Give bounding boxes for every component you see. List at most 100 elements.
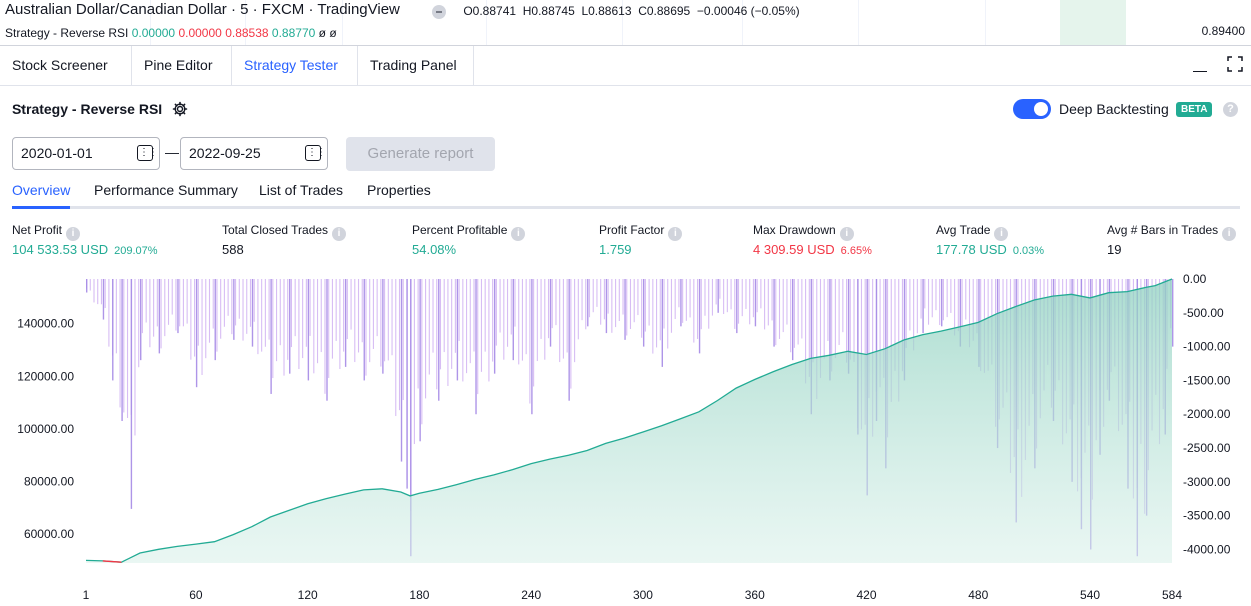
drawdown-bar bbox=[618, 279, 620, 321]
drawdown-bar bbox=[540, 279, 542, 339]
drawdown-bar bbox=[344, 279, 347, 367]
drawdown-bar bbox=[328, 279, 330, 378]
tab-performance-summary[interactable]: Performance Summary bbox=[94, 182, 238, 198]
tab-overview[interactable]: Overview bbox=[12, 182, 71, 198]
info-icon[interactable]: i bbox=[332, 227, 347, 241]
x-tick-label: 240 bbox=[521, 588, 541, 602]
info-icon[interactable]: i bbox=[511, 227, 526, 241]
drawdown-bar bbox=[350, 279, 352, 330]
drawdown-bar bbox=[313, 279, 315, 374]
maximize-icon[interactable] bbox=[1227, 56, 1243, 72]
drawdown-bar bbox=[931, 279, 933, 318]
drawdown-bar bbox=[745, 279, 747, 309]
ohlc-close: C0.88695 bbox=[638, 4, 691, 18]
deep-backtesting-label: Deep Backtesting bbox=[1059, 101, 1169, 117]
drawdown-bar bbox=[140, 279, 142, 361]
metric-max-drawdown: 4 309.59 USD 6.65% bbox=[753, 242, 872, 257]
left-axis: 140000.00 120000.00 100000.00 80000.00 60000… bbox=[17, 317, 74, 541]
drawdown-bar bbox=[104, 279, 106, 309]
y-tick-label: -2000.00 bbox=[1183, 407, 1231, 421]
y-tick-label: 60000.00 bbox=[24, 527, 74, 541]
generate-report-button[interactable]: Generate report bbox=[346, 137, 495, 171]
drawdown-bar bbox=[454, 279, 456, 353]
drawdown-bar bbox=[827, 279, 829, 341]
tab-properties[interactable]: Properties bbox=[367, 182, 431, 198]
minimize-icon[interactable] bbox=[1192, 61, 1207, 72]
info-icon[interactable]: i bbox=[66, 227, 81, 241]
y-tick-label: -3000.00 bbox=[1183, 475, 1231, 489]
drawdown-bar bbox=[903, 279, 906, 381]
gear-icon[interactable] bbox=[172, 101, 188, 122]
drawdown-bar bbox=[406, 279, 408, 489]
drawdown-bar bbox=[641, 279, 643, 338]
drawdown-bar bbox=[574, 279, 576, 363]
drawdown-bar bbox=[123, 279, 125, 413]
drawdown-bar bbox=[810, 279, 813, 415]
metric-net-profit: 104 533.53 USD 209.07% bbox=[12, 242, 158, 257]
end-date-input[interactable]: 2022-09-25 bbox=[180, 137, 328, 170]
drawdown-bar bbox=[773, 279, 775, 347]
drawdown-bar bbox=[629, 279, 632, 330]
calendar-icon[interactable] bbox=[305, 137, 325, 168]
metric-label: Total Closed Trades i bbox=[222, 223, 347, 241]
drawdown-bar bbox=[214, 279, 216, 361]
drawdown-bar bbox=[786, 279, 788, 325]
drawdown-bar bbox=[529, 279, 531, 404]
x-tick-label: 120 bbox=[298, 588, 318, 602]
drawdown-bar bbox=[946, 279, 948, 318]
drawdown-bar bbox=[756, 279, 758, 313]
drawdown-bar bbox=[652, 279, 654, 354]
tab-label: Strategy Tester bbox=[244, 57, 338, 73]
tab-stock-screener[interactable]: Stock Screener ⌄ bbox=[0, 46, 132, 112]
drawdown-bar bbox=[644, 279, 646, 332]
info-icon[interactable]: i bbox=[1222, 227, 1237, 241]
drawdown-bar bbox=[547, 279, 550, 339]
drawdown-bar bbox=[954, 279, 956, 336]
drawdown-bar bbox=[805, 279, 807, 384]
drawdown-bar bbox=[849, 279, 851, 360]
grid-line bbox=[742, 0, 743, 45]
drawdown-bar bbox=[622, 279, 624, 315]
x-tick-label: 480 bbox=[968, 588, 988, 602]
help-icon[interactable]: ? bbox=[1223, 102, 1238, 117]
info-icon[interactable]: i bbox=[994, 227, 1009, 241]
drawdown-bar bbox=[898, 279, 900, 402]
drawdown-bar bbox=[514, 279, 516, 327]
calendar-icon[interactable] bbox=[137, 137, 157, 168]
drawdown-bar bbox=[283, 279, 285, 376]
tab-pine-editor[interactable]: Pine Editor bbox=[132, 46, 232, 85]
tab-trading-panel[interactable]: Trading Panel bbox=[358, 46, 474, 85]
drawdown-bar bbox=[696, 279, 699, 339]
drawdown-bar bbox=[138, 279, 140, 368]
strategy-legend[interactable]: Strategy - Reverse RSI 0.00000 0.00000 0… bbox=[5, 26, 337, 40]
tab-list-of-trades[interactable]: List of Trades bbox=[259, 182, 344, 198]
grid-line bbox=[245, 0, 246, 45]
drawdown-bar bbox=[737, 279, 740, 324]
start-date-value: 2020-01-01 bbox=[21, 145, 93, 161]
symbol-title[interactable]: Australian Dollar/Canadian Dollar · 5 · … bbox=[5, 1, 400, 18]
chart-strip[interactable]: Australian Dollar/Canadian Dollar · 5 · … bbox=[0, 0, 1251, 45]
metric-percent: 209.07% bbox=[114, 245, 158, 257]
grid-line bbox=[342, 0, 343, 45]
drawdown-bar bbox=[950, 279, 952, 313]
info-icon[interactable]: i bbox=[839, 227, 854, 241]
collapse-icon[interactable] bbox=[432, 4, 446, 19]
drawdown-bar bbox=[961, 279, 963, 326]
start-date-input[interactable]: 2020-01-01 bbox=[12, 137, 160, 170]
drawdown-bar bbox=[916, 279, 918, 334]
deep-backtesting-toggle[interactable] bbox=[1013, 99, 1051, 119]
tab-strategy-tester[interactable]: Strategy Tester bbox=[232, 46, 358, 85]
drawdown-bar bbox=[469, 279, 471, 364]
info-icon[interactable]: i bbox=[668, 227, 683, 241]
drawdown-bar bbox=[402, 279, 404, 401]
drawdown-bar bbox=[927, 279, 930, 325]
drawdown-bar bbox=[451, 279, 453, 369]
drawdown-bar bbox=[559, 279, 561, 363]
drawdown-bar bbox=[499, 279, 501, 333]
drawdown-bar bbox=[380, 279, 382, 367]
drawdown-bar bbox=[126, 279, 129, 418]
equity-chart[interactable]: 140000.00 120000.00 100000.00 80000.00 60000… bbox=[0, 268, 1251, 606]
drawdown-bar bbox=[717, 279, 719, 313]
y-tick-label: -1000.00 bbox=[1183, 340, 1231, 354]
drawdown-bar bbox=[439, 279, 442, 370]
